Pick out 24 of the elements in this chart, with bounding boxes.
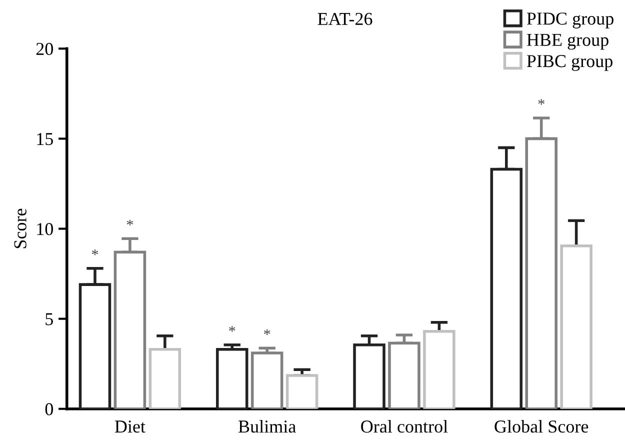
x-tick-label: Oral control — [361, 420, 448, 433]
legend-label: PIBC group — [526, 55, 612, 71]
x-tick-label: Global Score — [494, 420, 588, 433]
y-tick-label: 15 — [37, 133, 53, 146]
x-tick-label: Bulimia — [238, 420, 296, 433]
data-label: * — [229, 326, 236, 332]
data-label: * — [264, 329, 270, 335]
legend-label: PIDC group — [526, 12, 614, 28]
chart-title: EAT-26 — [318, 12, 372, 26]
data-label: * — [92, 250, 98, 256]
y-tick-label: 10 — [37, 222, 53, 236]
x-tick-label: Diet — [114, 420, 146, 433]
bar — [148, 348, 182, 409]
bar — [250, 352, 284, 409]
bar — [286, 374, 318, 409]
data-label: * — [538, 99, 544, 105]
data-label: * — [126, 220, 134, 226]
bar — [560, 244, 592, 409]
y-axis-title: Score — [14, 208, 26, 248]
legend-label: HBE group — [526, 34, 608, 50]
bar — [423, 330, 456, 409]
y-tick-label: 20 — [36, 42, 53, 56]
y-tick-label: 5 — [46, 313, 53, 326]
y-tick-label: 0 — [45, 403, 53, 416]
